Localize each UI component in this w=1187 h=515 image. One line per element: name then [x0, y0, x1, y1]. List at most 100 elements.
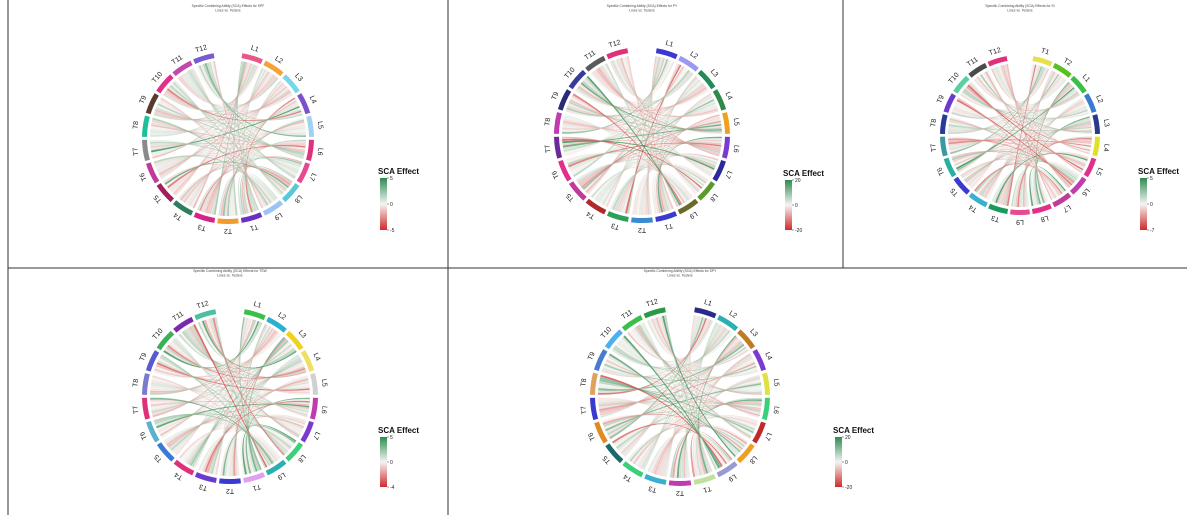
- chords: [150, 61, 306, 217]
- sector-arc-L9: [677, 198, 699, 215]
- sector-arc-T6: [594, 421, 608, 444]
- sector-label: T4: [622, 472, 633, 482]
- chord-L2-T6: [955, 104, 1086, 168]
- sector-arc-T1: [243, 472, 266, 483]
- sector-arc-T11: [173, 316, 194, 333]
- sector-label: L2: [276, 312, 286, 322]
- chord-L4-T6: [157, 361, 303, 433]
- sector-arc-T9: [943, 93, 957, 113]
- chord-panels: Specific Combining Ability (SCA) Effects…: [132, 4, 1179, 496]
- sector-label: T6: [139, 171, 149, 181]
- chord-T2-T11: [975, 77, 1066, 107]
- sector-label: T12: [195, 44, 209, 54]
- panel-subtitle: Lines vs. Testers: [667, 274, 692, 278]
- sector-label: L5: [1094, 166, 1104, 176]
- sector-label: L1: [703, 299, 713, 308]
- sector-label: T7: [930, 143, 938, 152]
- chord-L1-T12: [196, 65, 260, 103]
- sector-arc-L5: [722, 112, 730, 134]
- legend-tick-min: -20: [795, 228, 802, 234]
- chord-L3-T10: [577, 85, 707, 112]
- chord-L6-T2: [226, 399, 310, 476]
- panel-title: Specific Combining Ability (SCA) Effects…: [192, 4, 265, 8]
- sector-label: L8: [748, 454, 758, 465]
- sector-label: T5: [565, 192, 576, 203]
- sector-label: L1: [253, 301, 263, 310]
- panel-borders: [7, 0, 1187, 515]
- sector-arc-T12: [643, 307, 666, 319]
- chord-panel-5: Specific Combining Ability (SCA) Effects…: [580, 269, 874, 496]
- sector-label: L6: [316, 147, 324, 156]
- sector-label: L4: [308, 95, 318, 105]
- sector-arc-L9: [1010, 209, 1030, 216]
- chord-L7-T4: [973, 163, 1063, 194]
- sector-arcs: L1L2L3L4L5L6L7L8L9T1T2T3T4T5T6T7T8T9T10T…: [132, 44, 324, 234]
- legend-tick-max: 5: [1150, 176, 1153, 182]
- sector-arc-T5: [605, 443, 624, 464]
- sector-arc-T7: [590, 397, 599, 421]
- sector-label: T4: [585, 209, 596, 219]
- sector-arc-T5: [156, 183, 174, 203]
- chord-panel-4: Specific Combining Ability (SCA) Effects…: [132, 269, 419, 494]
- chord-T1-L8: [1028, 64, 1049, 202]
- sector-arc-T8: [142, 115, 150, 137]
- legend-tick-max: 20: [845, 435, 851, 441]
- panel-title: Specific Combining Ability (SCA) Effects…: [644, 269, 718, 273]
- sector-arc-T9: [593, 349, 608, 371]
- sector-arc-T10: [604, 329, 623, 350]
- legend-tick-max: 20: [795, 178, 801, 184]
- sector-label: L5: [316, 121, 324, 130]
- sector-arc-L6: [721, 136, 730, 159]
- sector-arc-T4: [622, 461, 644, 478]
- sector-arc-T10: [568, 69, 587, 90]
- chord-L1-T12: [646, 320, 714, 359]
- panel-subtitle: Lines vs. Testers: [217, 274, 242, 278]
- sector-arc-T11: [968, 63, 988, 78]
- sector-arc-L3: [1092, 114, 1100, 134]
- legend-tick-min: -7: [1150, 228, 1155, 234]
- sector-label: L7: [763, 431, 773, 441]
- sector-arc-L9: [716, 461, 738, 478]
- legend-tick-mid: 0: [390, 202, 393, 208]
- chord-L5-T8: [150, 383, 310, 392]
- sector-label: L3: [748, 328, 758, 339]
- sector-label: T5: [153, 453, 164, 464]
- panel-subtitle: Lines vs. Testers: [215, 9, 240, 13]
- sector-arc-L4: [1092, 136, 1100, 157]
- sector-arc-T6: [146, 421, 160, 443]
- panel-title: Specific Combining Ability (SCA) Effects…: [193, 269, 267, 273]
- sector-label: T8: [132, 378, 140, 387]
- legend-title: SCA Effect: [833, 426, 874, 435]
- sector-label: L2: [273, 55, 283, 65]
- legend-tick-mid: 0: [795, 203, 798, 209]
- sector-label: T1: [252, 482, 262, 491]
- sector-label: T3: [197, 222, 207, 231]
- chord-L4-T6: [157, 104, 300, 174]
- sector-arc-T10: [953, 75, 970, 94]
- sector-label: T12: [196, 300, 210, 310]
- sector-label: T6: [936, 166, 946, 176]
- chord-L9-T4: [178, 168, 275, 202]
- chord-L2-T11: [628, 330, 732, 365]
- sector-arcs: L1L2L3L4L5L6L7L8L9T1T2T3T4T5T6T7T8T9T10T…: [580, 298, 780, 496]
- chord-L3-T10: [614, 345, 747, 372]
- legend-tick-max: 5: [390, 435, 393, 441]
- chord-L9-T4: [627, 428, 729, 464]
- sector-label: T5: [153, 193, 164, 204]
- sector-arc-T5: [568, 181, 587, 201]
- chords: [562, 56, 722, 215]
- sector-label: T9: [936, 94, 946, 104]
- sector-arcs: L1L2L3L4L5L6L7L8L9T1T2T3T4T5T6T7T8T9T10T…: [544, 39, 740, 233]
- sector-label: L6: [1080, 187, 1090, 198]
- sector-label: T7: [132, 147, 140, 156]
- sector-label: T7: [132, 405, 140, 414]
- sector-arc-L2: [717, 315, 739, 332]
- chord-panel-1: Specific Combining Ability (SCA) Effects…: [132, 4, 419, 234]
- sector-arc-T3: [194, 472, 217, 483]
- sector-label: L1: [250, 45, 260, 54]
- sector-label: L5: [732, 118, 740, 127]
- sector-arc-L8: [736, 443, 755, 464]
- legend-tick-min: -4: [390, 485, 395, 491]
